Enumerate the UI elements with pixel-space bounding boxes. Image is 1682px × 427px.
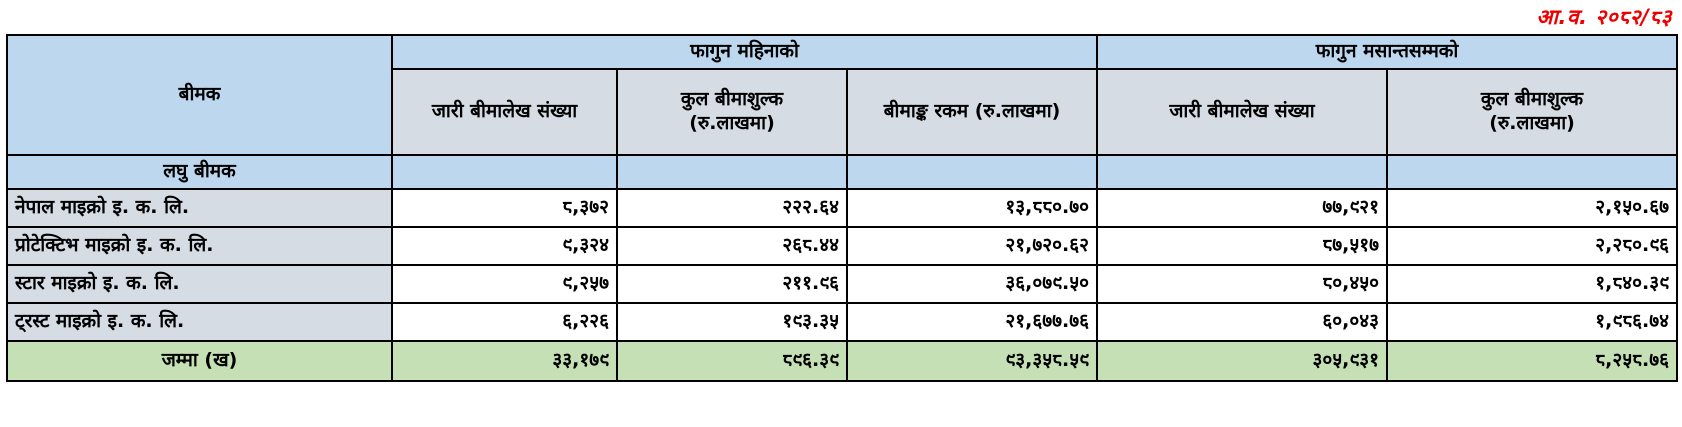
total-policies-issued-cumulative: ३०५,९३१ [1096, 340, 1388, 382]
subheader-line2: (रु.लाखमा) [1489, 112, 1575, 134]
cell-total-premium-cumulative: १,८४०.३९ [1385, 264, 1679, 304]
total-sum-insured-month: ९३,३५८.५९ [846, 340, 1098, 382]
cell-total-premium-cumulative: २,१५०.६७ [1385, 188, 1679, 228]
cell-sum-insured-month: १३,८८०.७० [846, 188, 1098, 228]
insurer-name: नेपाल माइक्रो इ. क. लि. [6, 188, 393, 228]
subheader-line1: बीमाङ्क रकम (रु.लाखमा) [883, 100, 1061, 123]
insurer-name: स्टार माइक्रो इ. क. लि. [6, 264, 393, 304]
column-header-policies-issued-cumulative: जारी बीमालेख संख्या [1096, 68, 1388, 156]
table-row: प्रोटेक्टिभ माइक्रो इ. क. लि. ९,३२४ २६८.… [6, 226, 1679, 266]
section-blank-cell [846, 154, 1098, 190]
section-blank-cell [1096, 154, 1388, 190]
column-header-total-premium-cumulative: कुल बीमाशुल्क (रु.लाखमा) [1385, 68, 1679, 156]
header-row-subheaders: जारी बीमालेख संख्या कुल बीमाशुल्क (रु.ला… [7, 68, 1679, 156]
cell-total-premium-cumulative: १,९८६.७४ [1385, 302, 1679, 342]
cell-policies-issued-cumulative: ६०,०४३ [1096, 302, 1388, 342]
fiscal-year-line: आ.व. २०८२/८३ [6, 0, 1676, 34]
insurer-name: प्रोटेक्टिभ माइक्रो इ. क. लि. [6, 226, 393, 266]
table-head: बीमक फागुन महिनाको फागुन मसान्तसम्मको जा… [6, 34, 1679, 156]
column-header-total-premium-month: कुल बीमाशुल्क (रु.लाखमा) [616, 68, 848, 156]
cell-policies-issued-cumulative: ८०,४५० [1096, 264, 1388, 304]
cell-policies-issued-month: ६,२२६ [391, 302, 618, 342]
total-premium-month: ८९६.३९ [616, 340, 848, 382]
subheader-line1: जारी बीमालेख संख्या [431, 100, 578, 123]
column-group-header-cumulative: फागुन मसान्तसम्मको [1095, 34, 1679, 70]
micro-insurer-statistics-table: बीमक फागुन महिनाको फागुन मसान्तसम्मको जा… [6, 34, 1679, 382]
cell-total-premium-month: १९३.३५ [616, 302, 848, 342]
total-policies-issued-month: ३३,१७९ [391, 340, 618, 382]
section-row-micro-insurers: लघु बीमक [6, 154, 1679, 190]
table-row: नेपाल माइक्रो इ. क. लि. ८,३७२ २२२.६४ १३,… [6, 188, 1679, 228]
table-body: लघु बीमक नेपाल माइक्रो इ. क. लि. ८,३७२ २… [6, 154, 1679, 382]
cell-policies-issued-month: ९,२५७ [391, 264, 618, 304]
fiscal-year-label: आ.व. २०८२/८३ [1536, 5, 1672, 29]
section-blank-cell [616, 154, 848, 190]
cell-total-premium-month: २२२.६४ [616, 188, 848, 228]
cell-total-premium-month: २११.९६ [616, 264, 848, 304]
subheader-line1: कुल बीमाशुल्क [1480, 88, 1584, 111]
cell-policies-issued-month: ८,३७२ [391, 188, 618, 228]
column-header-insurer: बीमक [6, 34, 393, 156]
total-premium-cumulative: ८,२५८.७६ [1385, 340, 1679, 382]
cell-policies-issued-cumulative: ८७,५१७ [1096, 226, 1388, 266]
column-header-policies-issued-month: जारी बीमालेख संख्या [391, 68, 618, 156]
cell-total-premium-cumulative: २,२८०.९६ [1385, 226, 1679, 266]
header-row-groups: बीमक फागुन महिनाको फागुन मसान्तसम्मको [6, 34, 1679, 156]
subheader-line2: (रु.लाखमा) [689, 112, 775, 134]
cell-sum-insured-month: २१,७२०.६२ [846, 226, 1098, 266]
column-header-sum-insured-month: बीमाङ्क रकम (रु.लाखमा) [846, 68, 1098, 156]
insurer-name: ट्रस्ट माइक्रो इ. क. लि. [6, 302, 393, 342]
cell-policies-issued-month: ९,३२४ [391, 226, 618, 266]
section-blank-cell [391, 154, 618, 190]
section-label: लघु बीमक [6, 154, 393, 190]
subheader-line1: जारी बीमालेख संख्या [1169, 100, 1315, 123]
cell-policies-issued-cumulative: ७७,९२१ [1096, 188, 1388, 228]
subheader-line1: कुल बीमाशुल्क [680, 88, 784, 111]
cell-sum-insured-month: ३६,०७९.५० [846, 264, 1098, 304]
section-blank-cell [1385, 154, 1679, 190]
cell-sum-insured-month: २१,६७७.७६ [846, 302, 1098, 342]
table-row: ट्रस्ट माइक्रो इ. क. लि. ६,२२६ १९३.३५ २१… [6, 302, 1679, 342]
table-row-total: जम्मा (ख) ३३,१७९ ८९६.३९ ९३,३५८.५९ ३०५,९३… [6, 340, 1679, 382]
total-label: जम्मा (ख) [6, 340, 393, 382]
cell-total-premium-month: २६८.४४ [616, 226, 848, 266]
column-group-header-month: फागुन महिनाको [391, 34, 1098, 70]
table-row: स्टार माइक्रो इ. क. लि. ९,२५७ २११.९६ ३६,… [6, 264, 1679, 304]
